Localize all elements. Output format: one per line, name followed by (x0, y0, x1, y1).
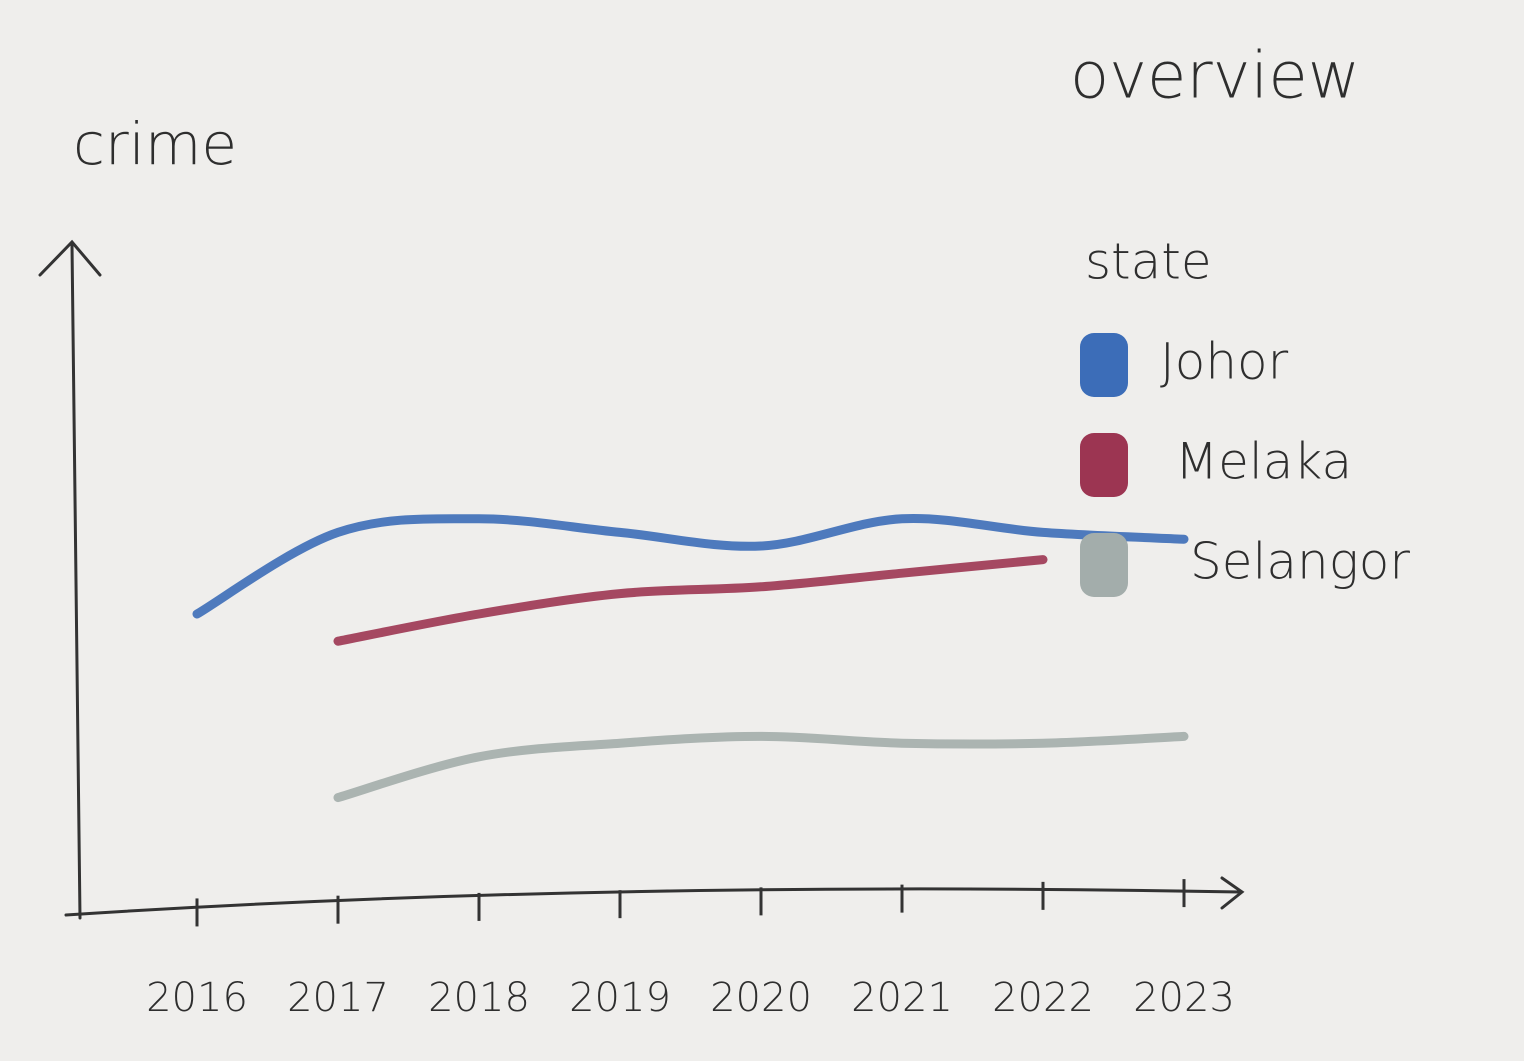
x-axis (64, 876, 1245, 917)
x-tick-label: 2023 (1133, 975, 1235, 1021)
legend-swatch (1080, 533, 1128, 597)
x-tick-label: 2017 (287, 975, 389, 1021)
x-tick-label: 2016 (146, 975, 248, 1021)
legend-swatch (1080, 333, 1128, 397)
x-tick-label: 2020 (710, 975, 812, 1021)
x-tick-label: 2019 (569, 975, 671, 1021)
chart-title: overview (1070, 40, 1360, 114)
legend-title: state (1085, 233, 1212, 291)
x-tick-label: 2018 (428, 975, 530, 1021)
y-axis (38, 239, 102, 920)
legend-swatch (1080, 433, 1128, 497)
legend-label: Selangor (1190, 533, 1410, 591)
x-tick-label: 2022 (992, 975, 1094, 1021)
legend-label: Johor (1160, 333, 1289, 391)
line (333, 731, 1189, 803)
legend-label: Melaka (1175, 433, 1352, 491)
x-tick-label: 2021 (851, 975, 953, 1021)
line (333, 555, 1048, 646)
y-axis-label: crime (73, 110, 237, 178)
line (192, 514, 1189, 619)
